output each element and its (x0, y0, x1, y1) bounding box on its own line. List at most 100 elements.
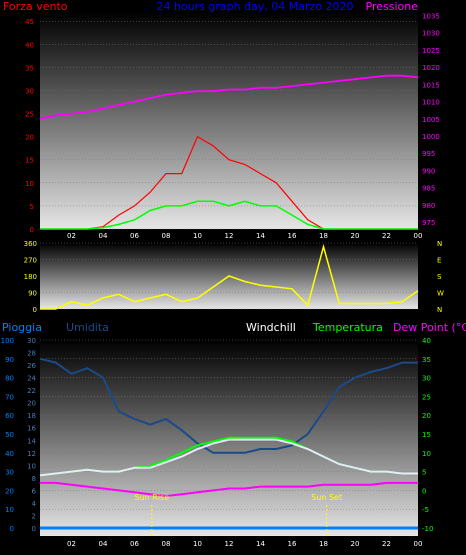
x-tick-label: 00 (414, 540, 423, 548)
x-tick-label: 12 (225, 540, 234, 548)
compass-label: N (437, 240, 442, 248)
compass-label: S (437, 273, 442, 281)
dewpoint-tick-label: -10 (422, 525, 433, 533)
rain-tick-label: 80 (5, 375, 14, 383)
x-tick-label: 00 (414, 232, 423, 240)
x-tick-label: 14 (256, 232, 265, 240)
x-tick-label: 16 (288, 232, 297, 240)
wind-axis-title: Forza vento (3, 0, 68, 13)
x-tick-label: 06 (130, 540, 139, 548)
wind-tick-label: 5 (30, 203, 34, 211)
panel2-series (40, 242, 419, 310)
direction-tick-label: 360 (24, 240, 37, 248)
dewpoint-tick-label: 30 (422, 375, 431, 383)
legend-temperatura: Temperatura (312, 321, 383, 334)
rain-tick-label: 50 (5, 431, 14, 439)
humidity-tick-label: 10 (27, 462, 36, 470)
direction-tick-label: 180 (24, 273, 37, 281)
wind-tick-label: 15 (25, 157, 34, 165)
panel3-series (39, 339, 418, 530)
wind-tick-label: 25 (25, 111, 34, 119)
pressure-tick-label: 1000 (422, 133, 440, 141)
dewpoint-tick-label: 10 (422, 450, 431, 458)
sun-events: Sun Rise Sun Set (135, 493, 342, 535)
humidity-tick-label: 14 (27, 437, 36, 445)
humidity-tick-label: 18 (27, 412, 36, 420)
pressure-tick-label: 985 (422, 185, 435, 193)
direction-tick-label: 0 (33, 306, 37, 314)
wind-tick-label: 0 (30, 226, 34, 234)
compass-label: E (437, 257, 441, 265)
x-tick-label: 10 (193, 540, 202, 548)
x-tick-label: 02 (67, 540, 76, 548)
wind-tick-label: 10 (25, 180, 34, 188)
dewpoint-tick-label: 40 (422, 337, 431, 345)
dewpoint-tick-label: -5 (422, 506, 429, 514)
direction-tick-label: 270 (24, 257, 37, 265)
sun-event-label: Sun Set (311, 493, 342, 502)
x-tick-label: 04 (99, 232, 108, 240)
direction-tick-label: 90 (28, 290, 37, 298)
x-tick-label: 22 (382, 540, 391, 548)
humidity-tick-label: 30 (27, 337, 36, 345)
legend-dewpoint: Dew Point (°C) (393, 321, 466, 334)
x-tick-label: 06 (130, 232, 139, 240)
pressure-tick-label: 1005 (422, 116, 440, 124)
x-tick-label: 20 (351, 540, 360, 548)
dewpoint-y-ticks: -10 -5 0 5 10 15 20 25 30 35 40 (422, 337, 433, 533)
panel1-series (39, 20, 419, 230)
compass-label: W (437, 290, 444, 298)
humidity-tick-label: 24 (27, 375, 36, 383)
humidity-tick-label: 8 (32, 475, 36, 483)
wind-tick-label: 40 (25, 41, 34, 49)
x-tick-label: 02 (67, 232, 76, 240)
pressure-axis-title: Pressione (366, 0, 419, 13)
pressure-tick-label: 1030 (422, 30, 440, 38)
chart-title: 24 hours graph day, 04 Marzo 2020 (156, 0, 353, 13)
rain-tick-label: 70 (5, 393, 14, 401)
humidity-tick-label: 16 (27, 425, 36, 433)
humidity-tick-label: 26 (27, 362, 36, 370)
x-tick-label: 08 (162, 540, 171, 548)
rain-tick-label: 100 (1, 337, 14, 345)
humidity-tick-label: 28 (27, 350, 36, 358)
humidity-line (39, 357, 418, 454)
wind-plot-area (40, 12, 418, 229)
rain-tick-label: 30 (5, 469, 14, 477)
x-tick-label: 18 (319, 232, 328, 240)
pressure-line (39, 74, 419, 120)
wind-tick-label: 45 (25, 18, 34, 26)
sun-event-label: Sun Rise (135, 493, 170, 502)
x-tick-label: 18 (319, 540, 328, 548)
rain-tick-label: 20 (5, 487, 14, 495)
rain-y-ticks: 0 10 20 30 40 50 60 70 80 90 100 (1, 337, 14, 533)
x-tick-label: 16 (288, 540, 297, 548)
dewpoint-tick-label: 15 (422, 431, 431, 439)
dewpoint-tick-label: 25 (422, 393, 431, 401)
x-tick-label: 04 (99, 540, 108, 548)
humidity-tick-label: 2 (32, 512, 36, 520)
pressure-tick-label: 975 (422, 219, 435, 227)
wind-pressure-panel: Forza vento 24 hours graph day, 04 Marzo… (3, 0, 440, 240)
dewpoint-tick-label: 5 (422, 469, 426, 477)
pressure-tick-label: 1010 (422, 99, 440, 107)
panel3-x-ticks: 02 04 06 08 10 12 14 16 18 20 22 00 (67, 540, 422, 548)
pressure-tick-label: 1020 (422, 64, 440, 72)
dewpoint-tick-label: 20 (422, 412, 431, 420)
pressure-tick-label: 1035 (422, 12, 440, 20)
wind-tick-label: 35 (25, 64, 34, 72)
legend-pioggia: Pioggia (2, 321, 42, 334)
rain-tick-label: 60 (5, 412, 14, 420)
x-tick-label: 14 (256, 540, 265, 548)
pressure-tick-label: 1025 (422, 47, 440, 55)
temperature-panel: Pioggia Umidita Windchill Temperatura De… (1, 321, 466, 548)
pressure-tick-label: 990 (422, 167, 435, 175)
windchill-line (39, 438, 418, 477)
pressure-tick-label: 1015 (422, 81, 440, 89)
legend-windchill: Windchill (246, 321, 296, 334)
pressure-tick-label: 980 (422, 202, 435, 210)
x-tick-label: 22 (382, 232, 391, 240)
